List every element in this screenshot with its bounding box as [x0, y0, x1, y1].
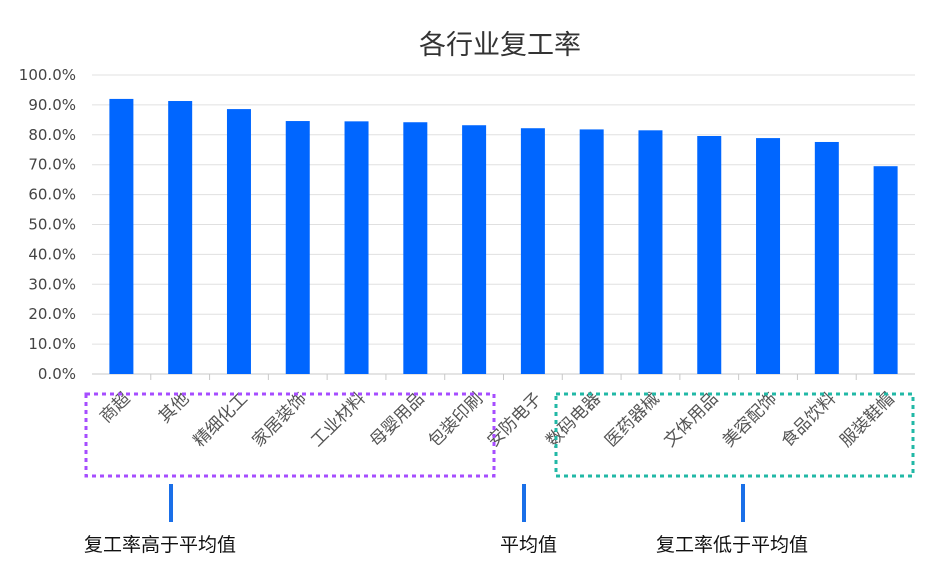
y-tick-label: 70.0% — [28, 156, 76, 174]
above-average-box — [84, 392, 496, 478]
above-average-label: 复工率高于平均值 — [84, 534, 236, 556]
x-tick-label: 服装鞋帽 — [836, 389, 898, 451]
group-annotations: 复工率高于平均值 平均值 复工率低于平均值 — [84, 392, 915, 556]
x-tick-label: 食品饮料 — [778, 389, 840, 451]
y-tick-label: 80.0% — [28, 126, 76, 144]
below-average-label: 复工率低于平均值 — [656, 534, 808, 556]
chart-title: 各行业复工率 — [419, 30, 581, 61]
bar — [168, 101, 193, 374]
bar — [403, 122, 428, 374]
below-average-box — [554, 392, 915, 478]
average-label: 平均值 — [500, 534, 557, 556]
x-tick-label: 包装印刷 — [425, 389, 487, 451]
y-tick-label: 30.0% — [28, 275, 76, 293]
bar — [226, 109, 251, 374]
y-tick-label: 90.0% — [28, 96, 76, 114]
y-tick-label: 60.0% — [28, 186, 76, 204]
bar — [756, 138, 781, 374]
x-tick-label: 医药器械 — [601, 389, 663, 451]
bar — [109, 98, 134, 375]
y-tick-label: 50.0% — [28, 216, 76, 234]
average-marker — [522, 484, 526, 522]
bar — [285, 121, 310, 375]
above-average-marker — [169, 484, 173, 522]
x-tick-label: 母婴用品 — [366, 389, 428, 451]
bar — [344, 121, 369, 374]
bar — [697, 135, 722, 374]
y-tick-label: 0.0% — [38, 365, 76, 383]
bar — [814, 141, 839, 374]
x-tick-label: 美容配饰 — [719, 389, 781, 451]
y-tick-label: 100.0% — [19, 66, 76, 84]
bar — [520, 128, 545, 374]
bar — [579, 129, 604, 374]
x-tick-label: 文体用品 — [660, 389, 722, 451]
y-axis: 0.0% 10.0% 20.0% 30.0% 40.0% 50.0% 60.0% 70.0% 8… — [19, 66, 76, 383]
y-tick-label: 40.0% — [28, 245, 76, 263]
x-tick-label: 工业材料 — [307, 389, 369, 451]
x-axis-labels: 商超 其他精细化工家居装饰工业材料母婴用品包装印刷安防电子数码电器医药器械文体用品… — [96, 389, 898, 451]
below-average-marker — [741, 484, 745, 522]
x-tick-label: 精细化工 — [190, 389, 252, 451]
y-tick-label: 20.0% — [28, 305, 76, 323]
bar — [873, 166, 898, 374]
y-tick-label: 10.0% — [28, 335, 76, 353]
gridlines — [92, 74, 915, 380]
bars — [109, 98, 898, 375]
bar — [638, 130, 663, 374]
x-tick-label: 家居装饰 — [249, 389, 311, 451]
x-tick-label: 数码电器 — [543, 389, 605, 451]
bar — [462, 125, 487, 375]
